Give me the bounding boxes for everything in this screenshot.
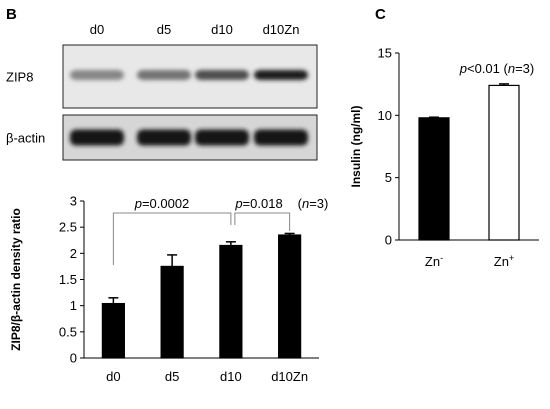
bar <box>278 234 302 359</box>
p-value-annotation: p=0.0002 <box>134 196 190 211</box>
x-tick-label: d5 <box>165 369 179 384</box>
lane-label: d10 <box>211 22 233 37</box>
y-tick-label: 1 <box>70 298 77 313</box>
blot-band <box>195 129 249 146</box>
x-tick-label: d10 <box>220 369 242 384</box>
blot-row-label: ZIP8 <box>6 70 33 85</box>
blot-band <box>137 70 191 80</box>
x-tick-label: d0 <box>106 369 120 384</box>
bar <box>219 244 243 359</box>
y-tick-label: 0 <box>70 351 77 366</box>
x-tick-label: Zn- <box>425 253 443 269</box>
bracket-d0-d10 <box>112 212 232 265</box>
lane-label: d10Zn <box>263 22 300 37</box>
y-tick-label: 5 <box>385 170 392 185</box>
chart-c: 0 5 10 15 Insulin (ng/ml) Zn- Zn+ p<0.01 (n=3) <box>349 46 539 269</box>
y-tick-label: 0.5 <box>59 324 77 339</box>
x-tick-label: d10Zn <box>271 369 308 384</box>
y-tick-label: 1.5 <box>59 272 77 287</box>
n-annotation: (n=3) <box>298 196 329 211</box>
blot-band <box>70 129 124 146</box>
y-tick-label: 10 <box>378 108 392 123</box>
panel-label-c: C <box>375 6 386 23</box>
y-tick-label: 3 <box>70 194 77 209</box>
p-value-annotation: p<0.01 (n=3) <box>459 61 534 76</box>
blot-row-label: β-actin <box>6 131 45 146</box>
bar <box>488 84 520 241</box>
y-axis-label: Insulin (ng/ml) <box>349 106 363 188</box>
blot-band <box>137 129 191 146</box>
bar <box>418 117 450 241</box>
y-axis-label: ZIP8/β-actin density ratio <box>9 208 23 351</box>
western-blot: d0 d5 d10 d10Zn ZIP8 β-actin <box>6 22 318 161</box>
blot-band <box>254 129 308 146</box>
blot-band <box>195 70 249 80</box>
panel-label-b: B <box>6 6 17 23</box>
y-tick-label: 2.5 <box>59 220 77 235</box>
y-tick-label: 0 <box>385 233 392 248</box>
y-tick-label: 15 <box>378 46 392 61</box>
y-tick-label: 2 <box>70 246 77 261</box>
blot-band <box>254 70 308 80</box>
lane-label: d0 <box>90 22 104 37</box>
x-tick-label: Zn+ <box>494 253 514 269</box>
bar <box>101 302 125 359</box>
chart-b: 0 0.5 1 1.5 2 2.5 3 ZIP8/β-actin density ratio d… <box>9 194 328 385</box>
blot-band <box>70 70 124 80</box>
bracket-d10-d10zn <box>234 212 291 231</box>
lane-label: d5 <box>157 22 171 37</box>
p-value-annotation: p=0.018 <box>234 196 282 211</box>
bar <box>160 265 184 359</box>
